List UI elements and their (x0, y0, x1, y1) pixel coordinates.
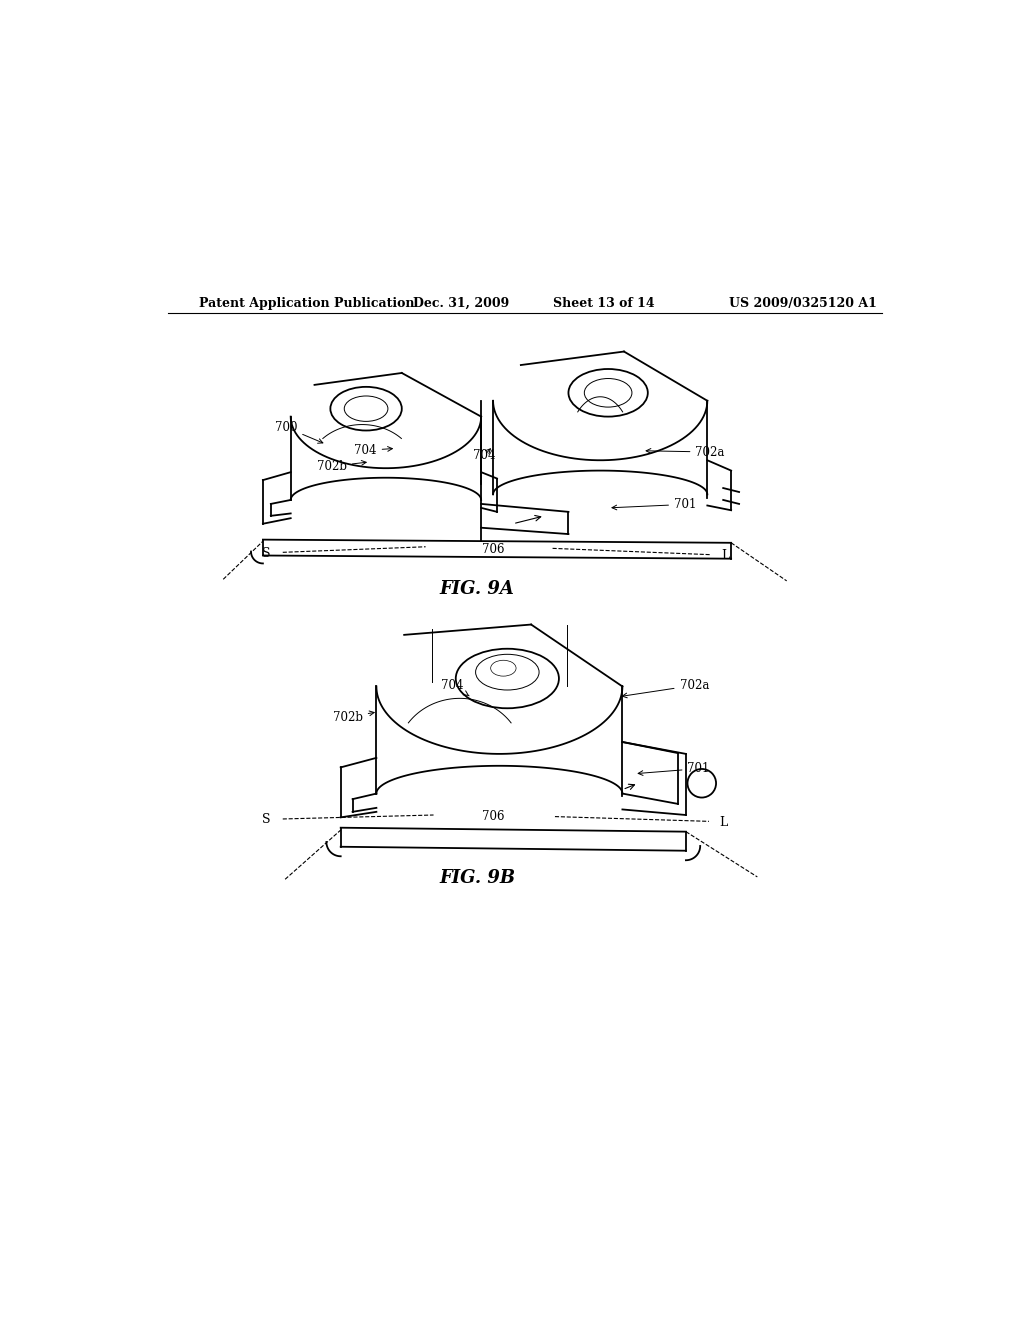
Text: 702a: 702a (646, 446, 725, 458)
Text: 702b: 702b (333, 710, 374, 723)
Text: FIG. 9A: FIG. 9A (439, 579, 515, 598)
Text: Dec. 31, 2009: Dec. 31, 2009 (414, 297, 509, 310)
Text: L: L (722, 549, 730, 562)
Text: 700: 700 (274, 421, 323, 444)
Text: Patent Application Publication: Patent Application Publication (200, 297, 415, 310)
Text: 706: 706 (482, 543, 504, 556)
Text: S: S (262, 546, 270, 560)
Text: 701: 701 (612, 498, 696, 511)
Text: 704: 704 (441, 678, 469, 696)
Text: 701: 701 (638, 762, 710, 775)
Text: L: L (719, 816, 727, 829)
Text: 702b: 702b (316, 459, 367, 473)
Text: 706: 706 (482, 809, 504, 822)
Text: Sheet 13 of 14: Sheet 13 of 14 (553, 297, 655, 310)
Text: US 2009/0325120 A1: US 2009/0325120 A1 (729, 297, 877, 310)
Text: FIG. 9B: FIG. 9B (439, 870, 515, 887)
Text: 704: 704 (354, 444, 392, 457)
Text: S: S (262, 813, 270, 826)
Text: 702a: 702a (623, 678, 709, 698)
Text: 704: 704 (473, 449, 496, 462)
